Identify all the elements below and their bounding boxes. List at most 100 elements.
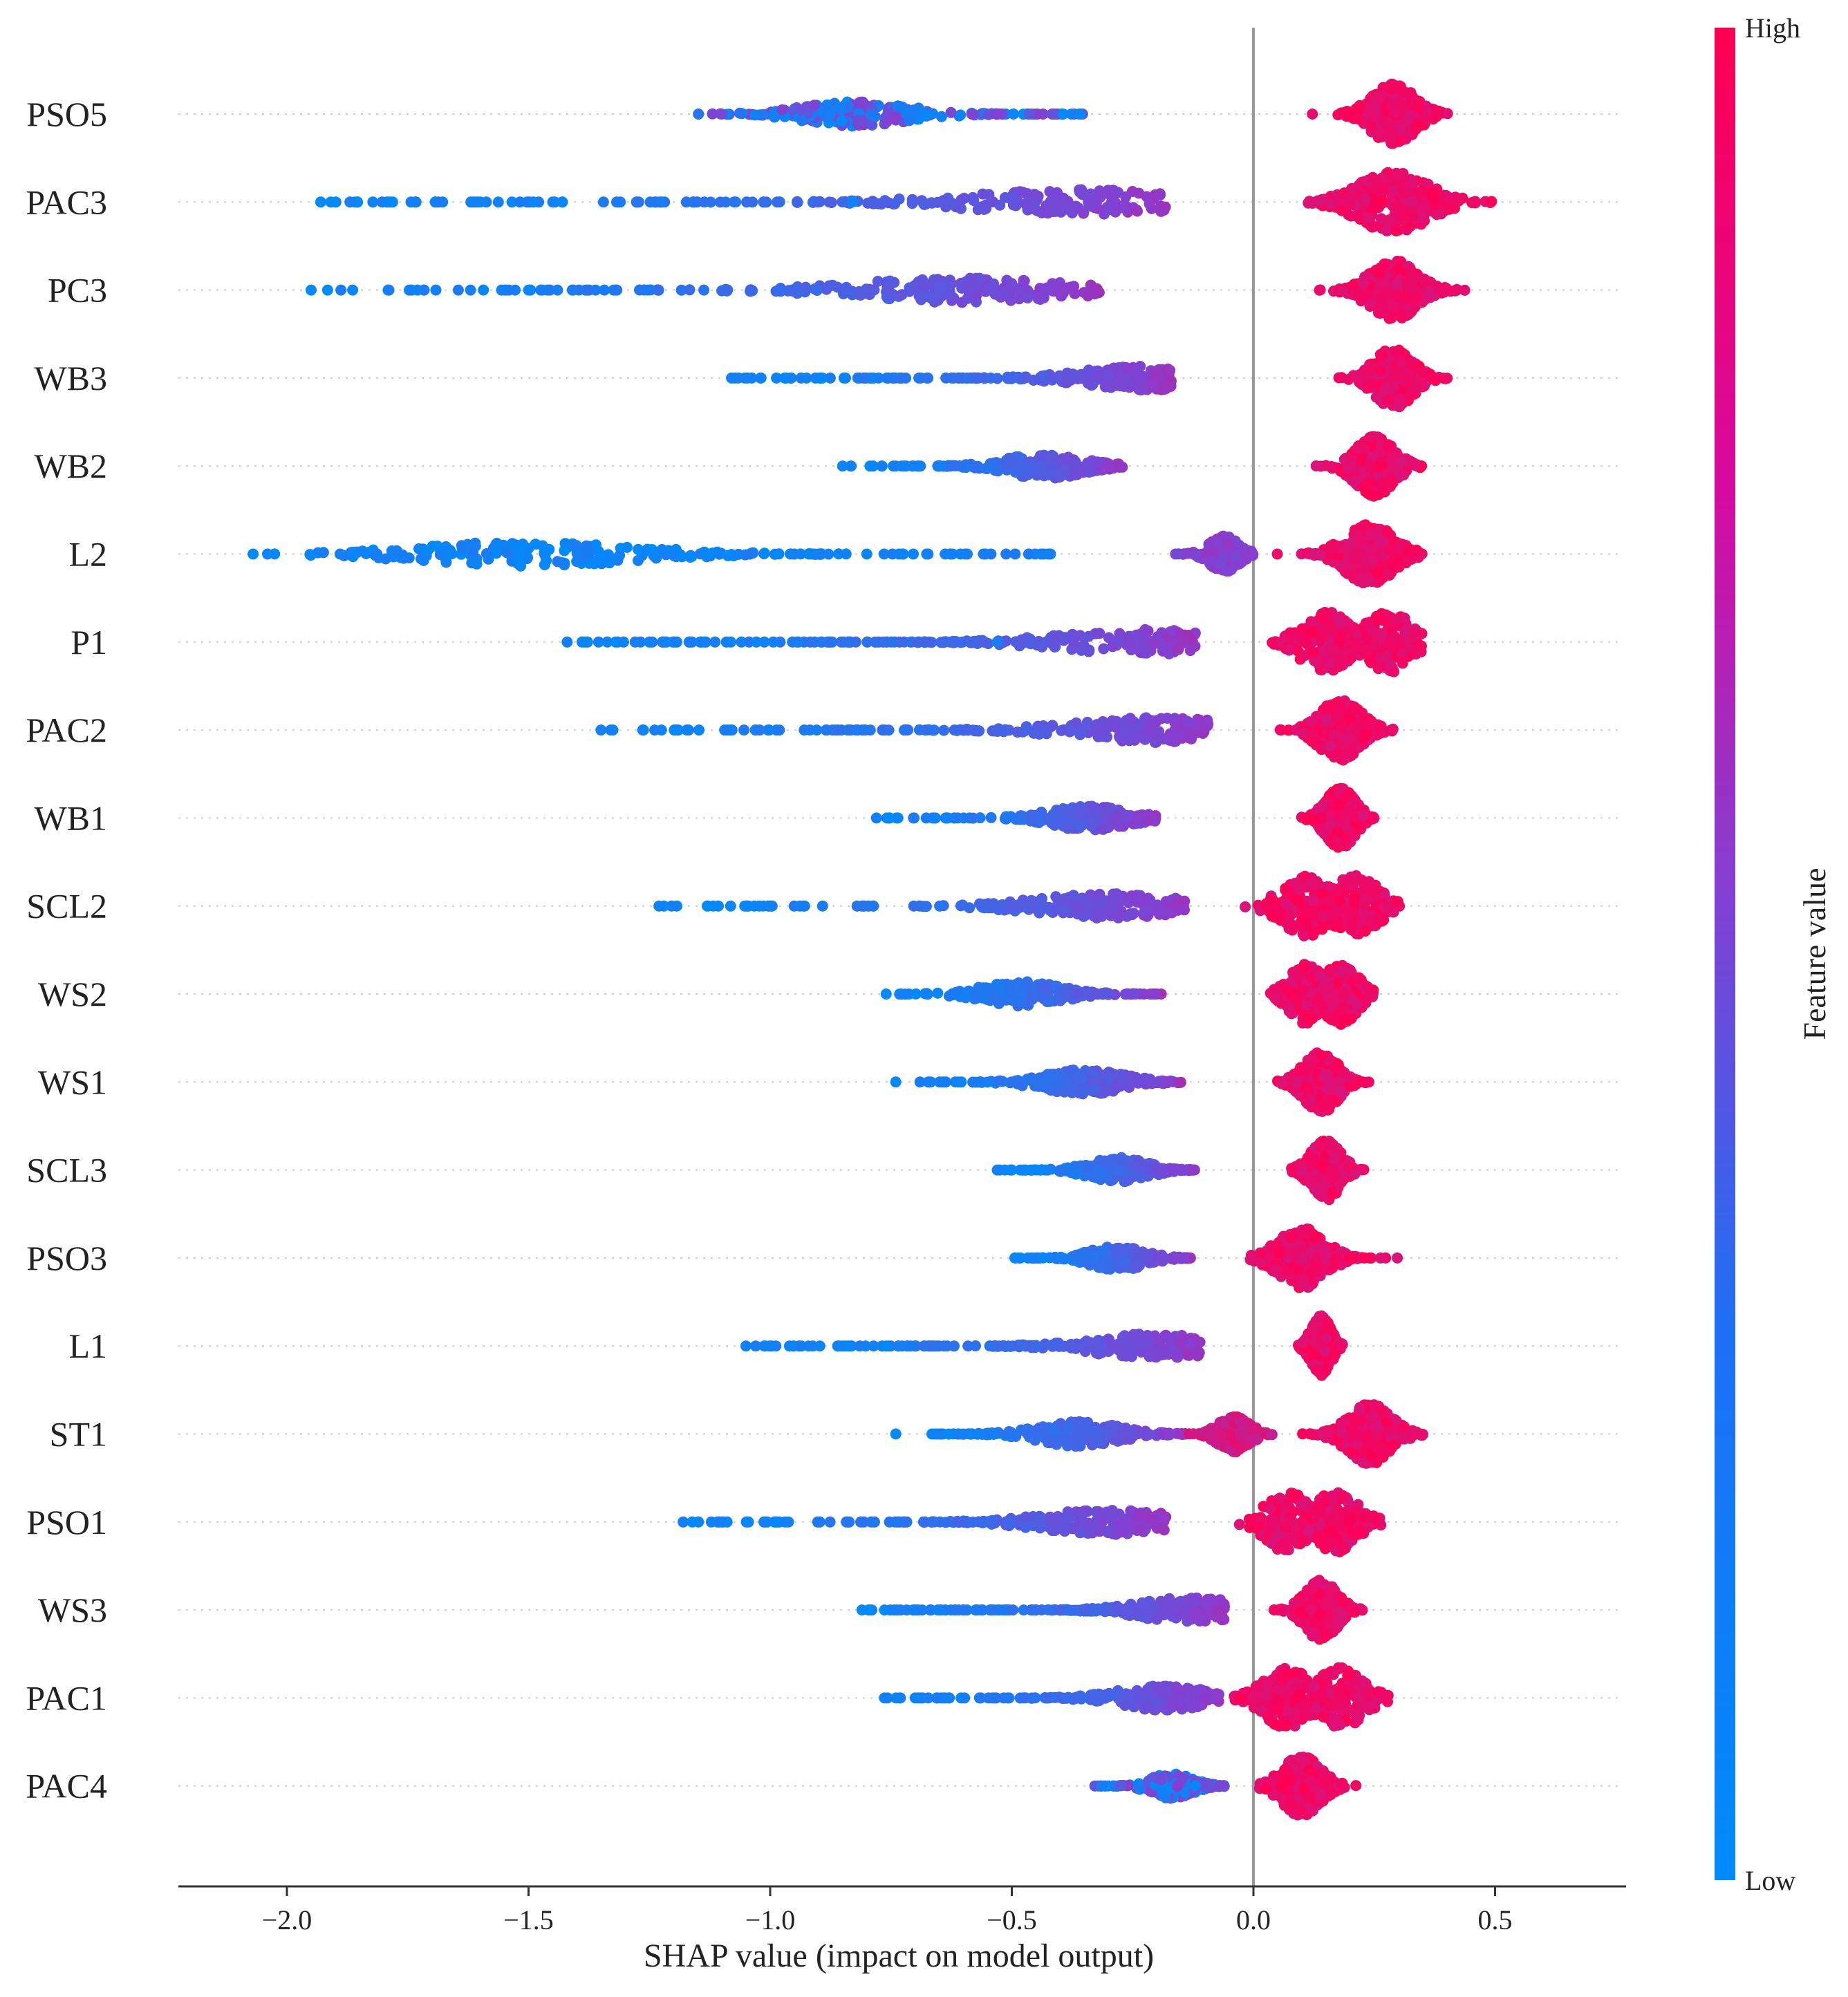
shap-point [561, 637, 572, 648]
shap-point [1083, 646, 1094, 657]
shap-point [571, 556, 582, 567]
shap-point [1346, 461, 1357, 472]
shap-point [1325, 740, 1336, 751]
shap-point [1094, 628, 1105, 639]
shap-point [1387, 100, 1398, 111]
shap-point [833, 548, 844, 559]
shap-point [1391, 348, 1402, 359]
shap-point [1084, 200, 1095, 212]
shap-point [983, 189, 994, 200]
shap-point [868, 460, 879, 471]
shap-point [598, 196, 609, 207]
shap-point [1070, 469, 1081, 480]
shap-point [1377, 185, 1388, 196]
shap-point [980, 199, 991, 210]
shap-point [912, 637, 923, 648]
shap-point [1039, 286, 1050, 297]
shap-point [1094, 727, 1105, 738]
shap-point [559, 559, 570, 570]
shap-point [1074, 109, 1085, 120]
shap-point [644, 637, 655, 648]
shap-point [823, 637, 834, 648]
shap-point [1019, 275, 1030, 286]
shap-point [1397, 648, 1408, 659]
shap-point [1198, 722, 1209, 733]
shap-point [1307, 729, 1318, 740]
shap-point [857, 287, 868, 298]
shap-point [1433, 106, 1444, 117]
shap-point [1366, 110, 1377, 121]
shap-point [493, 196, 504, 207]
shap-point [1092, 456, 1103, 467]
shap-point [866, 109, 877, 120]
shap-point [1338, 723, 1349, 734]
shap-point [306, 550, 317, 561]
shap-point [1085, 280, 1096, 291]
shap-point [958, 812, 969, 823]
shap-point [1314, 285, 1325, 296]
shap-point [889, 112, 900, 123]
shap-point [1411, 545, 1422, 556]
shap-point [815, 549, 826, 560]
shap-point [847, 196, 858, 207]
shap-point [961, 281, 972, 292]
shap-point [1148, 638, 1159, 649]
shap-point [965, 637, 976, 648]
shap-point [993, 723, 1004, 734]
shap-point [1388, 290, 1399, 301]
shap-point [955, 549, 966, 560]
shap-point [908, 549, 919, 560]
shap-point [1014, 451, 1025, 462]
shap-point [1147, 715, 1158, 726]
shap-point [1375, 365, 1386, 376]
shap-point [661, 637, 672, 648]
shap-point [989, 465, 1000, 476]
shap-point [1390, 615, 1401, 626]
shap-point [779, 373, 790, 384]
shap-point [918, 198, 929, 209]
shap-point [922, 373, 933, 384]
shap-point [1007, 373, 1018, 384]
shap-point [921, 111, 932, 122]
shap-point [978, 372, 989, 383]
shap-point [872, 276, 884, 287]
shap-point [928, 725, 939, 736]
shap-point [1381, 115, 1392, 126]
shap-point [980, 637, 991, 648]
shap-point [1022, 292, 1033, 303]
shap-point [1336, 653, 1347, 664]
shap-point [904, 286, 915, 297]
shap-point [1166, 381, 1177, 392]
shap-point [1337, 285, 1348, 297]
shap-point [1422, 113, 1433, 124]
shap-point [1382, 526, 1393, 537]
shap-point [1008, 109, 1019, 120]
shap-point [1006, 278, 1017, 289]
shap-point [693, 724, 704, 735]
shap-point [1090, 812, 1101, 823]
shap-point [758, 109, 769, 120]
shap-point [1451, 285, 1462, 296]
shap-point [1418, 367, 1429, 378]
shap-point [730, 196, 741, 207]
shap-point [921, 812, 932, 823]
shap-point [944, 460, 955, 471]
shap-point [651, 552, 662, 563]
shap-point [1385, 658, 1396, 669]
shap-point [684, 637, 695, 648]
shap-point [1366, 554, 1377, 565]
shap-point [1114, 462, 1125, 473]
shap-point [1346, 183, 1357, 194]
shap-point [1316, 194, 1327, 205]
shap-point [989, 287, 1000, 298]
shap-point [1114, 732, 1126, 743]
shap-point [370, 550, 381, 561]
shap-point [447, 548, 458, 559]
shap-point [1105, 803, 1117, 814]
shap-point [1374, 268, 1385, 279]
shap-point [1074, 729, 1085, 740]
shap-point [1334, 615, 1345, 626]
shap-point [1190, 641, 1201, 652]
shap-point [1388, 477, 1399, 488]
shap-point [1107, 715, 1118, 726]
